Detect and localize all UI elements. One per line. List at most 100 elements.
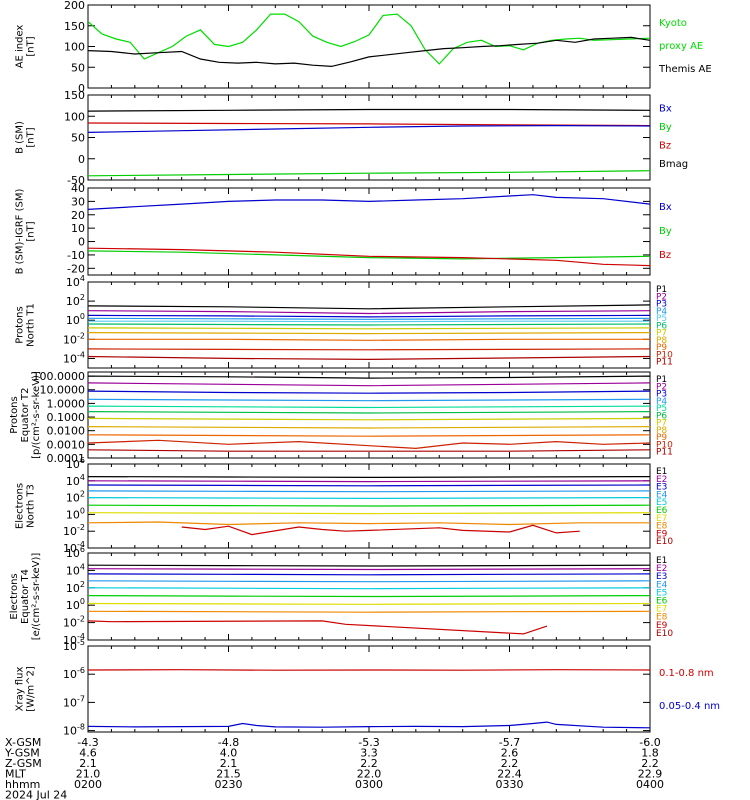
panel-bigrf: B (SM)-IGRF (SM) [nT] Bx By Bz (15, 187, 672, 276)
ephemeris-row-label: hhmm (5, 778, 40, 791)
y-tick-label: 0 (78, 153, 85, 166)
legend-entry: By (659, 122, 672, 133)
ephemeris-value: 2.2 (360, 757, 378, 770)
channel-label: P11 (656, 448, 673, 458)
channel-label: E3 (656, 483, 667, 493)
series-line-e2 (88, 480, 650, 483)
legend-entry: Bmag (659, 159, 688, 170)
panel-xray: Xray flux [W/m^2] 0.1-0.8 nm 0.05-0.4 nm (15, 645, 720, 733)
y-tick-label: 10-4 (63, 540, 85, 555)
channel-label: P1 (656, 285, 667, 295)
channel-label: P6 (656, 411, 667, 421)
y-axis-label: [e/(cm²-s-sr-keV)] (31, 553, 42, 641)
y-tick-label: 1.0000 (47, 397, 86, 410)
series-line-p1 (88, 304, 650, 310)
y-axis-label: Protons (15, 306, 26, 343)
y-tick-label: 106 (66, 456, 85, 471)
series-line-p11 (88, 449, 650, 452)
ephemeris-value: -5.7 (499, 736, 520, 749)
y-tick-label: 104 (66, 562, 85, 577)
series-line-p5 (88, 320, 650, 323)
ephemeris-row-label: Z-GSM (5, 757, 42, 770)
channel-label: E5 (656, 498, 667, 508)
y-tick-label: 0.0001 (47, 452, 86, 465)
y-tick-label: 10-4 (63, 350, 85, 365)
ephemeris-value: -6.0 (639, 736, 660, 749)
y-tick-label: 0.1000 (47, 411, 86, 424)
legend-entry: Kyoto (659, 18, 687, 29)
y-tick-label: 10.0000 (40, 384, 86, 397)
channel-label: P4 (656, 307, 667, 317)
series-line-e3 (88, 484, 650, 487)
channel-label: E4 (656, 580, 668, 590)
ephemeris-value: 2.1 (220, 757, 238, 770)
y-tick-label: 0.0100 (47, 425, 86, 438)
channel-label: E4 (656, 490, 668, 500)
channel-label: E2 (656, 475, 667, 485)
y-tick-label: -20 (67, 262, 85, 275)
y-tick-label: 104 (66, 274, 85, 289)
series-line-0.05-0.4-nm (88, 721, 650, 729)
channel-label: E8 (656, 613, 668, 623)
panel-elece: Electrons Equator T4 [e/(cm²-s-sr-keV)] E1E… (9, 552, 673, 641)
y-tick-label: 100 (66, 312, 85, 327)
series-line-e1 (88, 564, 650, 567)
series-line-kyoto-proxy-ae (88, 13, 650, 65)
ephemeris-value: 21.0 (76, 768, 101, 781)
y-tick-label: 102 (66, 490, 85, 505)
channel-label: P2 (656, 382, 667, 392)
channel-label: E9 (656, 621, 668, 631)
series-line-p9 (88, 338, 650, 341)
series-line-p2 (88, 382, 650, 387)
series-line-bmag (88, 108, 650, 112)
series-line-bx (88, 124, 650, 133)
y-tick-label: 50 (71, 61, 85, 74)
channel-label: E10 (656, 537, 673, 547)
ephemeris-value: 0300 (355, 778, 383, 791)
series-line-e1 (88, 476, 650, 478)
y-tick-label: 0 (78, 82, 85, 95)
ephemeris-value: 22.9 (638, 768, 663, 781)
channel-label: E8 (656, 522, 668, 532)
channel-label: P4 (656, 397, 667, 407)
y-tick-label: 10-7 (63, 694, 85, 709)
y-axis-label: [W/m^2] (26, 666, 37, 712)
legend-entry: Bz (659, 250, 671, 261)
y-tick-label: 104 (66, 473, 85, 488)
series-line-p10 (88, 439, 650, 450)
channel-label: P5 (656, 404, 667, 414)
ephemeris-row-label: MLT (5, 768, 26, 781)
series-line-p10 (88, 348, 650, 351)
channel-label: E7 (656, 605, 667, 615)
series-line-e9 (181, 524, 580, 536)
y-axis-label: [p/(cm²-s-sr-keV)] (31, 371, 42, 459)
channel-label: P7 (656, 419, 667, 429)
y-axis-label: Xray flux (15, 667, 26, 712)
y-axis-label: Protons (9, 396, 20, 433)
y-axis-label: AE index (15, 25, 26, 69)
channel-label: P8 (656, 336, 667, 346)
series-line-by (88, 250, 650, 260)
y-tick-label: 100 (66, 506, 85, 521)
ephemeris-value: 0330 (496, 778, 524, 791)
ephemeris-value: 0400 (636, 778, 664, 791)
y-tick-label: 0 (78, 236, 85, 249)
series-line-p7 (88, 327, 650, 330)
y-tick-label: 102 (66, 580, 85, 595)
series-line-e5 (88, 587, 650, 590)
panel-frame (87, 645, 651, 733)
y-axis-label: Equator T4 (20, 569, 31, 624)
y-tick-label: 20 (71, 209, 85, 222)
series-line-themis-ae (88, 36, 650, 68)
channel-label: P2 (656, 292, 667, 302)
panel-ae: AE index [nT] Kyoto proxy AE Themis AE (15, 4, 712, 89)
channel-label: E9 (656, 529, 668, 539)
ephemeris-value: 3.3 (360, 747, 378, 760)
y-axis-label: North T3 (26, 484, 37, 528)
channel-label: E6 (656, 506, 668, 516)
y-tick-label: 106 (66, 545, 85, 560)
ephemeris-value: 2.2 (641, 757, 659, 770)
series-line-bz (88, 247, 650, 267)
y-tick-label: 10-5 (63, 638, 85, 653)
